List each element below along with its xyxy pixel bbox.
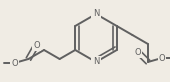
- Text: N: N: [93, 57, 99, 67]
- Text: O: O: [11, 58, 18, 67]
- Text: N: N: [93, 10, 99, 19]
- Text: O: O: [135, 47, 141, 56]
- Text: O: O: [159, 53, 165, 62]
- Text: O: O: [33, 41, 40, 50]
